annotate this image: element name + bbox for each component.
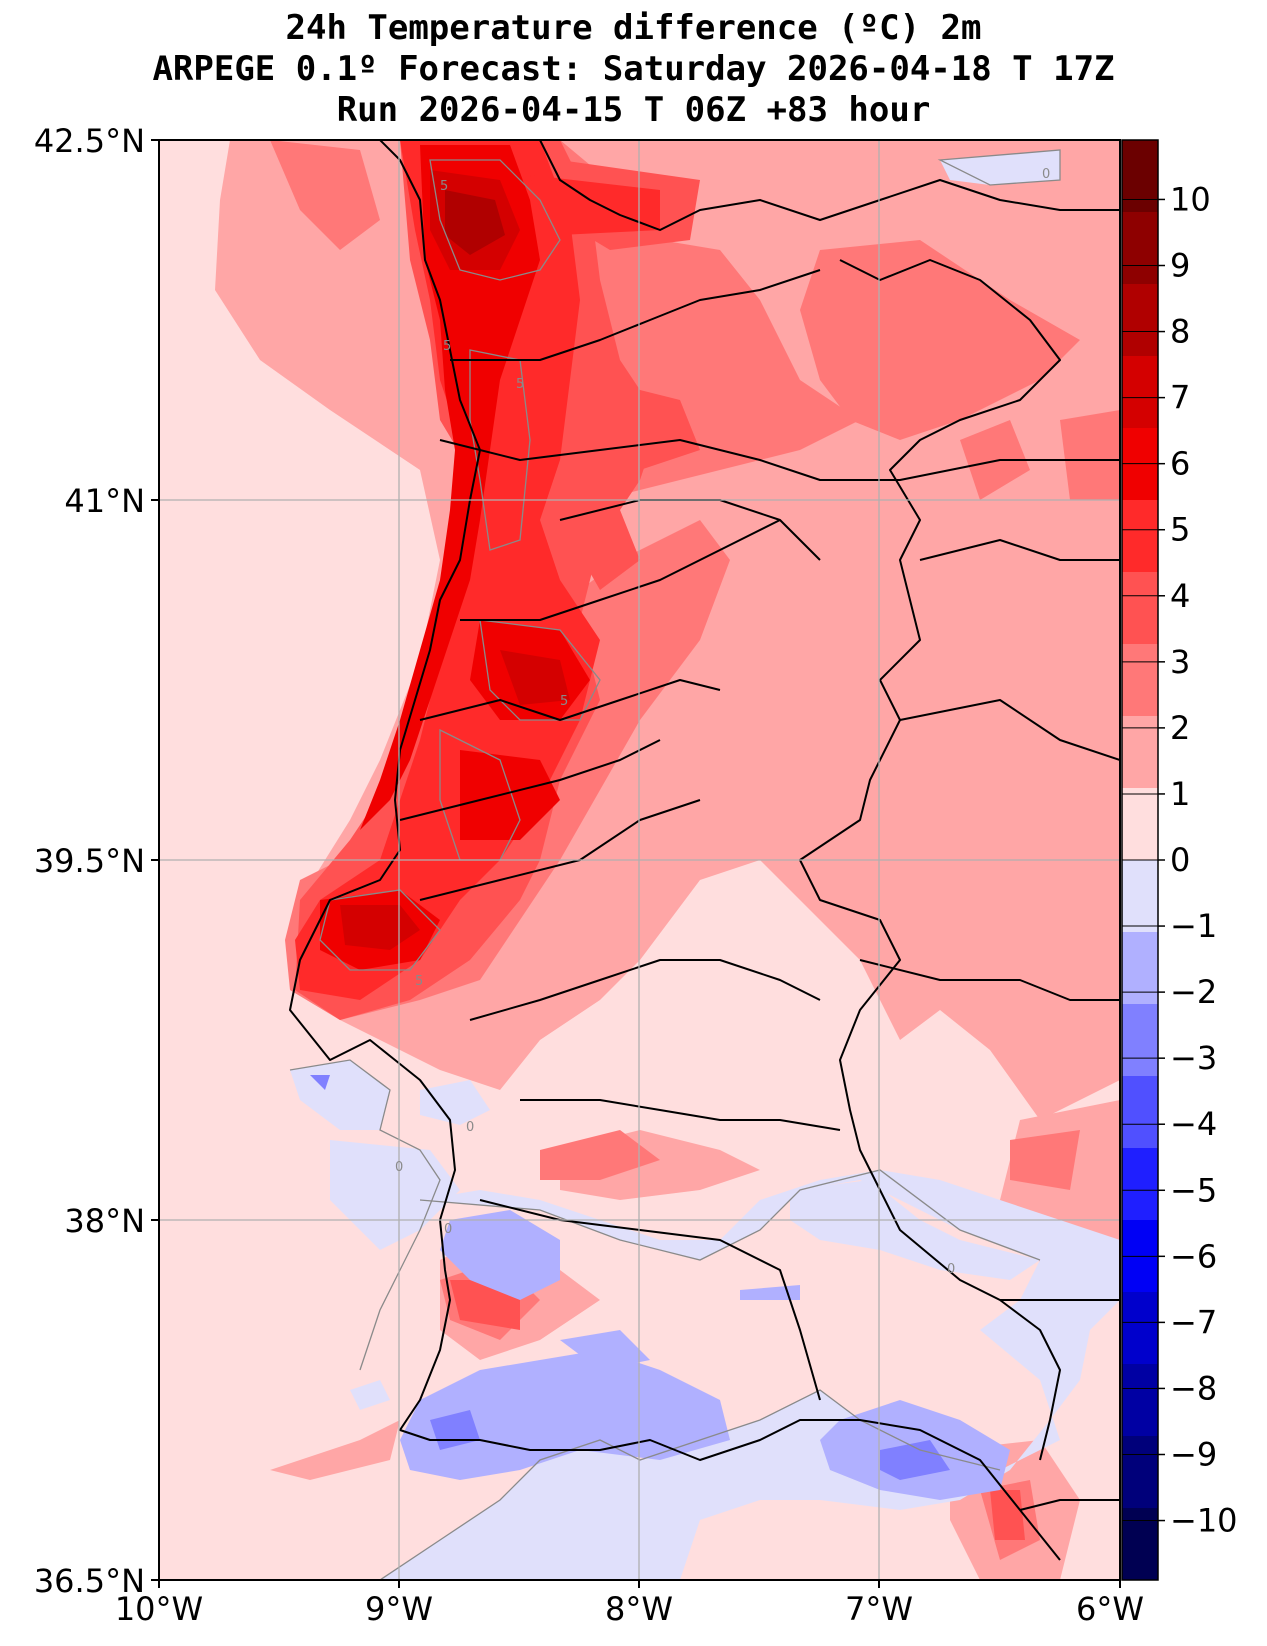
colorbar-swatch [1122, 1292, 1158, 1365]
colorbar-swatch [1122, 644, 1158, 717]
contour-label: 0 [947, 1262, 955, 1277]
contour-label: 5 [415, 974, 423, 989]
lat-label: 42.5°N [34, 122, 145, 160]
lon-label: 9°W [365, 1590, 433, 1628]
border-portugal-spain [799, 259, 1061, 1461]
colorbar-swatch [1122, 572, 1158, 645]
colorbar-swatch [1122, 140, 1158, 213]
title-line-1: 24h Temperature difference (ºC) 2m [285, 8, 982, 48]
lat-label: 41°N [64, 482, 145, 520]
border-north [539, 140, 1120, 231]
colorbar-tick-label: −6 [1170, 1237, 1217, 1275]
colorbar-swatches [1122, 140, 1158, 1581]
colorbar-tick-label: 4 [1170, 577, 1190, 615]
colorbar-swatch [1122, 1148, 1158, 1221]
colorbar-tick-label: 0 [1170, 841, 1190, 879]
graticule [159, 140, 1120, 1580]
longitude-labels: 10°W 9°W 8°W 7°W 6°W [115, 1590, 1144, 1628]
colorbar-tick-label: 6 [1170, 445, 1190, 483]
contour-label: 0 [444, 1222, 452, 1237]
contour-label: 0 [466, 1120, 474, 1135]
colorbar-tick-label: −7 [1170, 1303, 1217, 1341]
colorbar-swatch [1122, 428, 1158, 501]
latitude-labels: 42.5°N 41°N 39.5°N 38°N 36.5°N [34, 122, 145, 1600]
colorbar-ticks [1122, 198, 1165, 1522]
colorbar-swatch [1122, 788, 1158, 861]
map-panel: 5 5 5 5 5 0 0 0 0 0 [159, 140, 1120, 1580]
colorbar-swatch [1122, 932, 1158, 1005]
colorbar-swatch [1122, 284, 1158, 357]
colorbar-tick-label: 8 [1170, 313, 1190, 351]
axis-ticks [151, 139, 1121, 1588]
contour-label: 0 [1042, 167, 1050, 182]
colorbar-swatch [1122, 212, 1158, 285]
colorbar-tick-label: −5 [1170, 1171, 1217, 1209]
colorbar-swatch [1122, 1004, 1158, 1077]
colorbar-tick-label: −8 [1170, 1369, 1217, 1407]
contour-label: 5 [560, 694, 568, 709]
colorbar-tick-label: 7 [1170, 379, 1190, 417]
colorbar-swatch [1122, 1436, 1158, 1509]
lon-label: 10°W [115, 1590, 203, 1628]
colorbar-tick-label: 9 [1170, 247, 1190, 285]
chart-title: 24h Temperature difference (ºC) 2m ARPEG… [0, 8, 1267, 131]
colorbar-tick-label: 1 [1170, 775, 1190, 813]
colorbar-tick-label: −4 [1170, 1105, 1217, 1143]
colorbar-swatch [1122, 716, 1158, 789]
colorbar-swatch [1122, 1364, 1158, 1437]
contour-label: 0 [395, 1160, 403, 1175]
colorbar-swatch [1122, 860, 1158, 933]
atlantic-coastline [289, 140, 1061, 1561]
colorbar-tick-label: −3 [1170, 1039, 1217, 1077]
lat-label: 39.5°N [34, 842, 145, 880]
contour-labels: 5 5 5 5 5 0 0 0 0 0 [395, 167, 1050, 1277]
colorbar-tick-label: 10 [1170, 180, 1211, 218]
lat-label: 38°N [64, 1202, 145, 1240]
contour-label: 5 [443, 339, 451, 354]
lat-label: 36.5°N [34, 1562, 145, 1600]
lon-label: 8°W [605, 1590, 673, 1628]
colorbar-swatch [1122, 500, 1158, 573]
colorbar-swatch [1122, 1076, 1158, 1149]
lon-label: 6°W [1076, 1590, 1144, 1628]
contour-label: 5 [440, 179, 448, 194]
lon-label: 7°W [845, 1590, 913, 1628]
contour-label: 5 [516, 377, 524, 392]
title-line-2: ARPEGE 0.1º Forecast: Saturday 2026-04-1… [152, 49, 1115, 89]
field-7-8 [445, 190, 505, 255]
colorbar-tick-label: 5 [1170, 511, 1190, 549]
colorbar-tick-label: −1 [1170, 907, 1217, 945]
colorbar-swatch [1122, 356, 1158, 429]
colorbar-swatch [1122, 1508, 1158, 1581]
colorbar-tick-label: −9 [1170, 1435, 1217, 1473]
colorbar-tick-label: 3 [1170, 643, 1190, 681]
colorbar-tick-label: −2 [1170, 973, 1217, 1011]
title-line-3: Run 2026-04-15 T 06Z +83 hour [336, 90, 931, 130]
colorbar-tick-label: −10 [1170, 1502, 1238, 1540]
colorbar-tick-label: 2 [1170, 709, 1190, 747]
field-neg1-2 [400, 1210, 1010, 1500]
coastline-borders [289, 140, 1120, 1561]
